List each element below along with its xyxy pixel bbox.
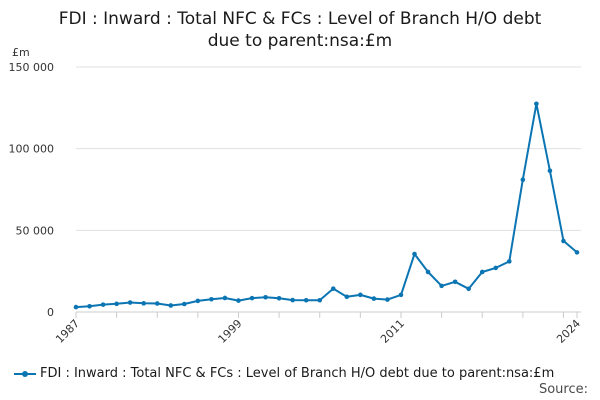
data-point: [222, 295, 228, 301]
data-point: [479, 269, 485, 275]
data-point: [195, 298, 201, 304]
data-point: [425, 269, 431, 275]
data-point: [358, 292, 363, 298]
data-point: [317, 297, 323, 303]
data-point: [290, 297, 295, 303]
data-point: [100, 302, 106, 307]
data-point: [249, 295, 255, 301]
data-point: [127, 300, 133, 305]
y-tick-label: 100 000: [9, 143, 55, 156]
chart-title-line-1: FDI : Inward : Total NFC & FCs : Level o…: [58, 9, 542, 29]
y-tick-label: 50 000: [16, 224, 55, 237]
x-tick-label: 1987: [53, 317, 82, 346]
data-point: [344, 294, 350, 300]
source-label: Source:: [538, 382, 588, 397]
chart-title: FDI : Inward : Total NFC & FCs : Level o…: [0, 8, 600, 52]
data-point: [547, 168, 553, 174]
data-point: [73, 304, 79, 310]
y-tick-label: 0: [47, 306, 54, 319]
data-point: [561, 238, 566, 244]
chart-title-line-2: due to parent:nsa:£m: [207, 31, 393, 51]
data-point: [371, 296, 377, 301]
data-point: [182, 301, 187, 307]
data-point: [330, 286, 336, 291]
legend: FDI : Inward : Total NFC & FCs : Level o…: [14, 366, 554, 381]
data-point: [236, 298, 241, 303]
y-axis-label: £m: [12, 46, 30, 59]
legend-marker-icon: [14, 369, 36, 379]
data-point: [168, 303, 174, 308]
data-point: [398, 292, 404, 298]
data-point: [439, 283, 444, 289]
data-point: [452, 279, 458, 285]
data-point: [520, 177, 526, 182]
data-point: [493, 265, 499, 271]
data-point: [87, 303, 92, 309]
data-point: [534, 101, 539, 107]
gridlines: [76, 66, 581, 313]
data-point: [276, 295, 282, 301]
data-point: [506, 259, 512, 264]
x-axis: 1987 1999 2011 2024: [53, 311, 583, 346]
data-point: [114, 301, 119, 307]
x-tick-label: 2024: [554, 317, 583, 346]
legend-label: FDI : Inward : Total NFC & FCs : Level o…: [40, 366, 555, 381]
series-line: [75, 102, 578, 309]
x-tick-label: 2011: [378, 317, 407, 346]
data-point: [209, 296, 214, 302]
data-point: [412, 251, 417, 257]
x-tick-label: 1999: [216, 317, 245, 346]
data-point: [263, 295, 268, 300]
data-point: [154, 301, 160, 306]
plot-area: [73, 101, 580, 310]
data-point: [466, 286, 471, 292]
y-tick-label: 150 000: [9, 61, 55, 74]
y-axis: 0 50 000 100 000 150 000 £m: [9, 46, 55, 319]
data-point: [303, 297, 309, 303]
data-point: [141, 301, 147, 306]
data-point: [385, 297, 390, 302]
data-point: [574, 250, 580, 255]
